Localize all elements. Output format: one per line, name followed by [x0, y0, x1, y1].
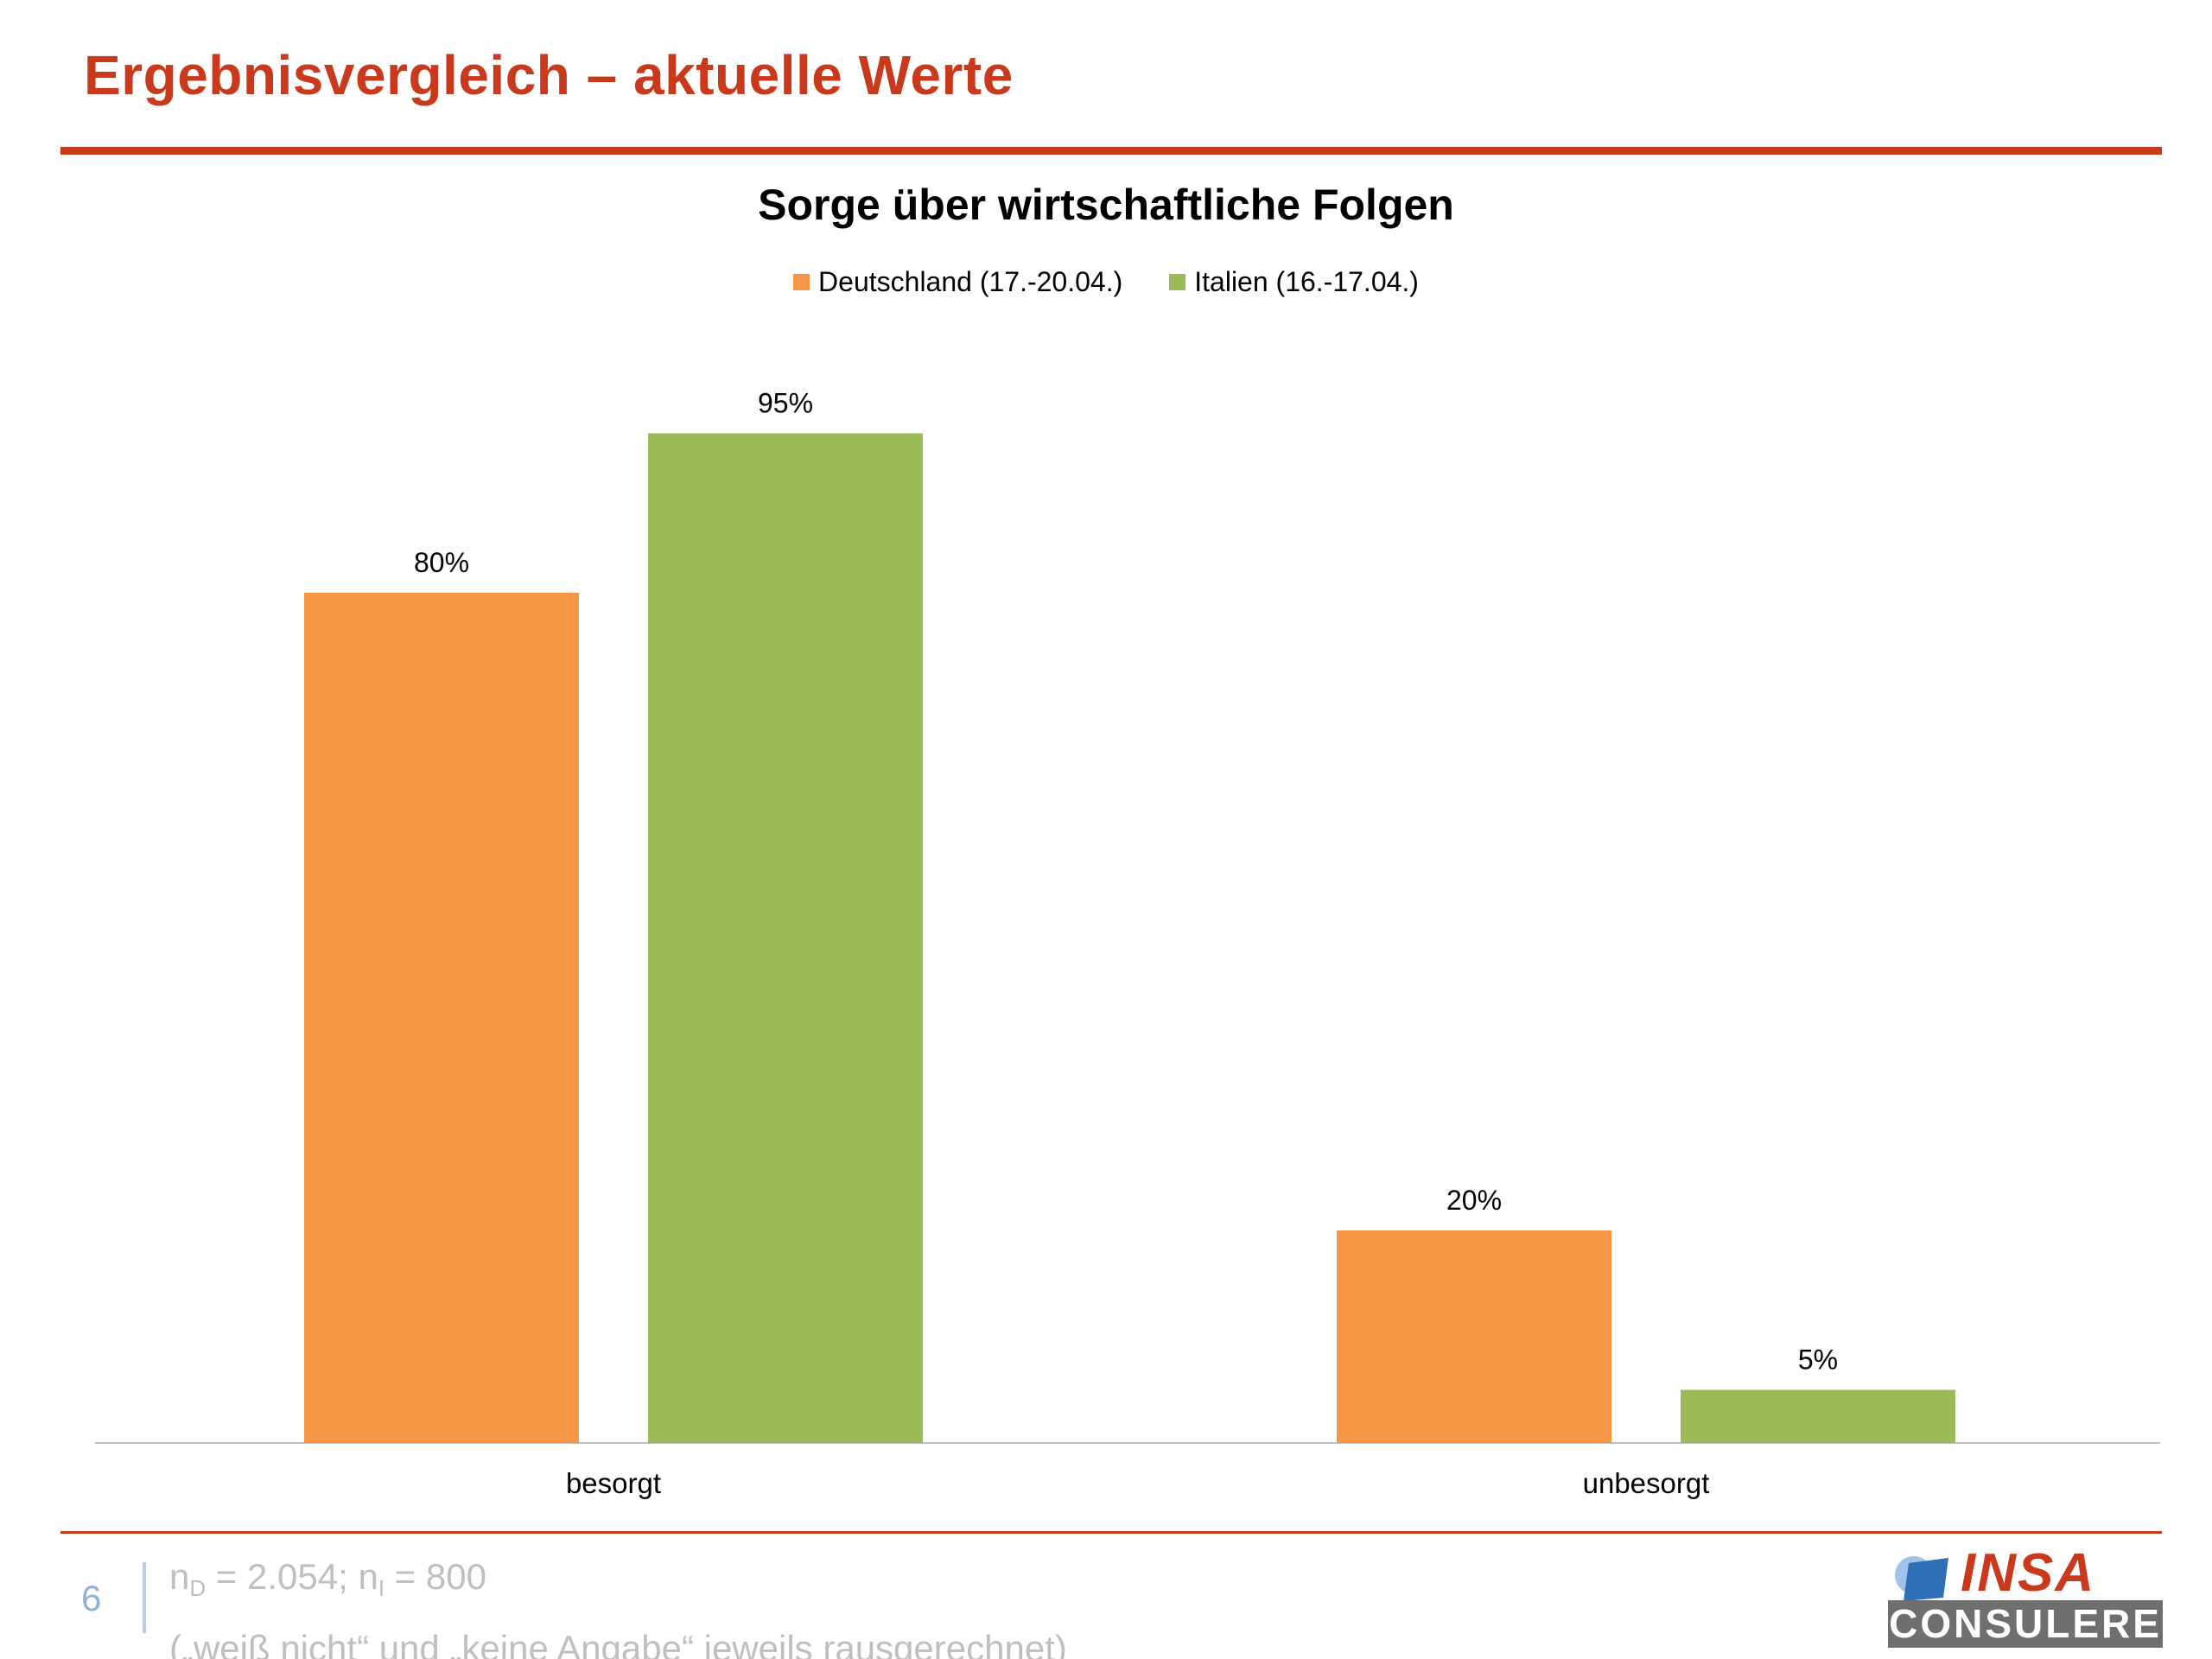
data-label-besorgt-italien: 95% — [758, 388, 813, 419]
slide-title: Ergebnisvergleich – aktuelle Werte — [84, 44, 1014, 106]
insa-consulere-logo: INSA CONSULERE — [1888, 1543, 2163, 1648]
sample-size-note: nD = 2.054; nI = 800 („weiß nicht“ und „… — [169, 1547, 1067, 1659]
footer-divider — [143, 1562, 146, 1633]
footer-rule — [60, 1531, 2162, 1534]
bar-besorgt-deutschland — [304, 593, 579, 1443]
bar-unbesorgt-deutschland — [1337, 1230, 1611, 1443]
legend-swatch-deutschland — [793, 274, 810, 290]
logo-consulere-band — [1888, 1600, 2163, 1648]
chart-title: Sorge über wirtschaftliche Folgen — [758, 181, 1454, 229]
bar-besorgt-italien — [648, 433, 923, 1443]
logo-insa-text: INSA — [1961, 1543, 2096, 1603]
legend-swatch-italien — [1169, 274, 1186, 290]
data-label-unbesorgt-deutschland: 20% — [1446, 1185, 1502, 1216]
title-rule — [60, 147, 2162, 155]
data-label-unbesorgt-italien: 5% — [1798, 1344, 1838, 1376]
category-label-besorgt: besorgt — [566, 1467, 661, 1499]
logo-consulere-text: CONSULERE — [1889, 1601, 2162, 1646]
legend-item-italien: Italien (16.-17.04.) — [1169, 266, 1419, 298]
chart-legend: Deutschland (17.-20.04.) Italien (16.-17… — [0, 266, 2212, 298]
sample-size-line: nD = 2.054; nI = 800 — [169, 1556, 486, 1601]
exclusion-note: („weiß nicht“ und „keine Angabe“ jeweils… — [169, 1628, 1067, 1659]
logo-mark-icon — [1895, 1556, 1948, 1601]
data-label-besorgt-deutschland: 80% — [414, 547, 469, 578]
legend-label-deutschland: Deutschland (17.-20.04.) — [818, 266, 1123, 297]
category-label-unbesorgt: unbesorgt — [1583, 1467, 1710, 1499]
legend-item-deutschland: Deutschland (17.-20.04.) — [793, 266, 1122, 298]
bar-unbesorgt-italien — [1681, 1389, 1955, 1443]
page-number: 6 — [81, 1578, 102, 1618]
legend-label-italien: Italien (16.-17.04.) — [1194, 266, 1419, 297]
